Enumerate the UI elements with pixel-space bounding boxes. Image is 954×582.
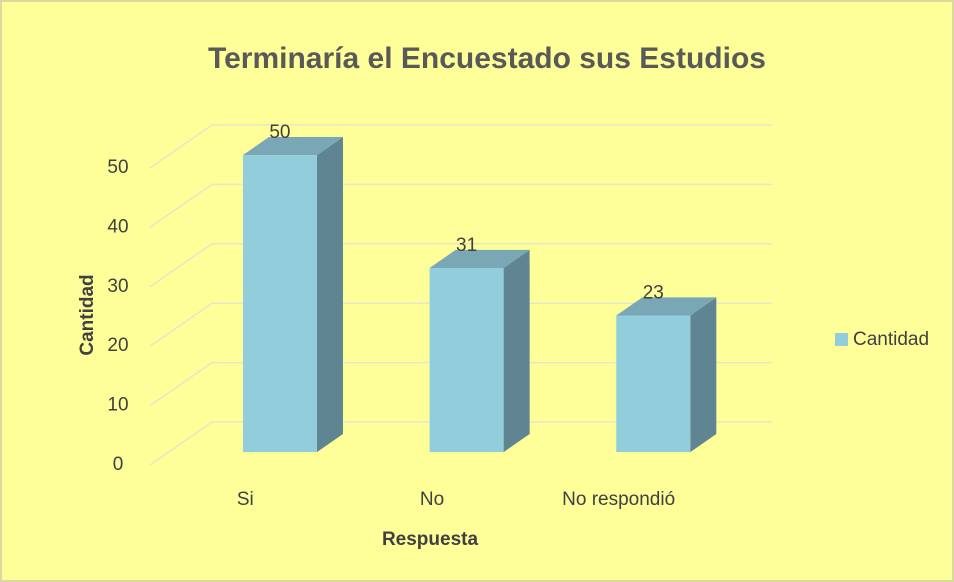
bar-top bbox=[242, 137, 343, 156]
bar-side bbox=[316, 137, 343, 453]
bar-top bbox=[429, 249, 530, 268]
y-tick-label: 30 bbox=[107, 276, 128, 297]
x-tick-label: No bbox=[420, 489, 444, 510]
bar bbox=[616, 297, 717, 453]
bar-side bbox=[503, 249, 530, 453]
bar-front bbox=[242, 155, 317, 453]
y-tick-label: 40 bbox=[107, 216, 128, 237]
grid-line bbox=[149, 243, 772, 288]
grid-line bbox=[149, 183, 772, 229]
data-label: 31 bbox=[456, 235, 477, 256]
bar-top bbox=[616, 297, 717, 316]
x-tick-label: No respondió bbox=[562, 489, 675, 510]
y-tick-label: 50 bbox=[107, 157, 128, 178]
x-axis-title: Respuesta bbox=[382, 529, 479, 550]
x-tick-label: Si bbox=[237, 489, 254, 510]
bar-side bbox=[690, 297, 717, 453]
grid-line bbox=[149, 124, 772, 169]
y-tick-label: 20 bbox=[107, 335, 128, 356]
chart-title: Terminaría el Encuestado sus Estudios bbox=[208, 42, 766, 75]
data-label: 50 bbox=[269, 122, 290, 143]
grid-line bbox=[149, 421, 772, 466]
y-tick-label: 0 bbox=[113, 454, 124, 475]
y-axis-title: Cantidad bbox=[77, 274, 98, 355]
bar-front bbox=[429, 267, 504, 453]
bar bbox=[242, 137, 343, 453]
grid-line bbox=[149, 361, 772, 407]
bar bbox=[429, 249, 530, 453]
grid-line bbox=[149, 302, 772, 347]
data-label: 23 bbox=[643, 282, 664, 303]
bar-front bbox=[616, 315, 691, 453]
legend-label: Cantidad bbox=[853, 329, 929, 350]
legend-swatch bbox=[835, 333, 848, 346]
y-tick-label: 10 bbox=[107, 395, 128, 416]
